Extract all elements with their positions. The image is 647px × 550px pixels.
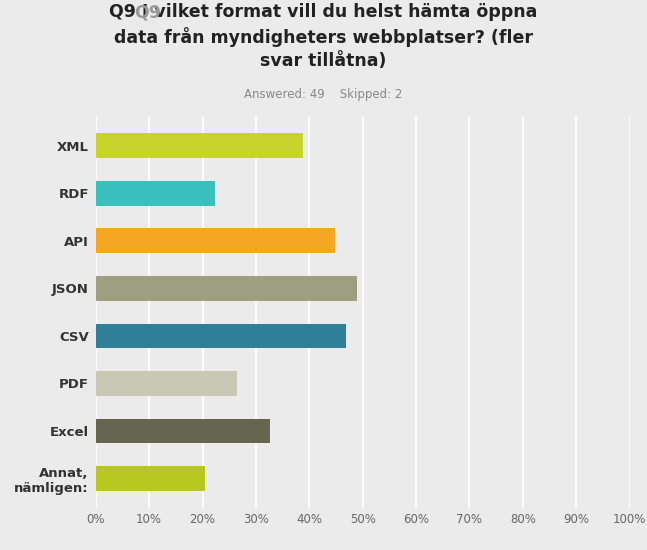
- Bar: [96, 134, 303, 158]
- Text: Answered: 49    Skipped: 2: Answered: 49 Skipped: 2: [245, 89, 402, 101]
- Bar: [96, 466, 204, 491]
- Bar: [96, 228, 335, 253]
- Bar: [96, 276, 357, 301]
- Bar: [96, 323, 346, 348]
- Bar: [96, 181, 215, 206]
- Bar: [96, 371, 237, 396]
- Bar: [96, 419, 270, 443]
- Text: Q9 I vilket format vill du helst hämta öppna
data från myndigheters webbplatser?: Q9 I vilket format vill du helst hämta ö…: [109, 3, 538, 70]
- Text: Q9: Q9: [135, 3, 162, 21]
